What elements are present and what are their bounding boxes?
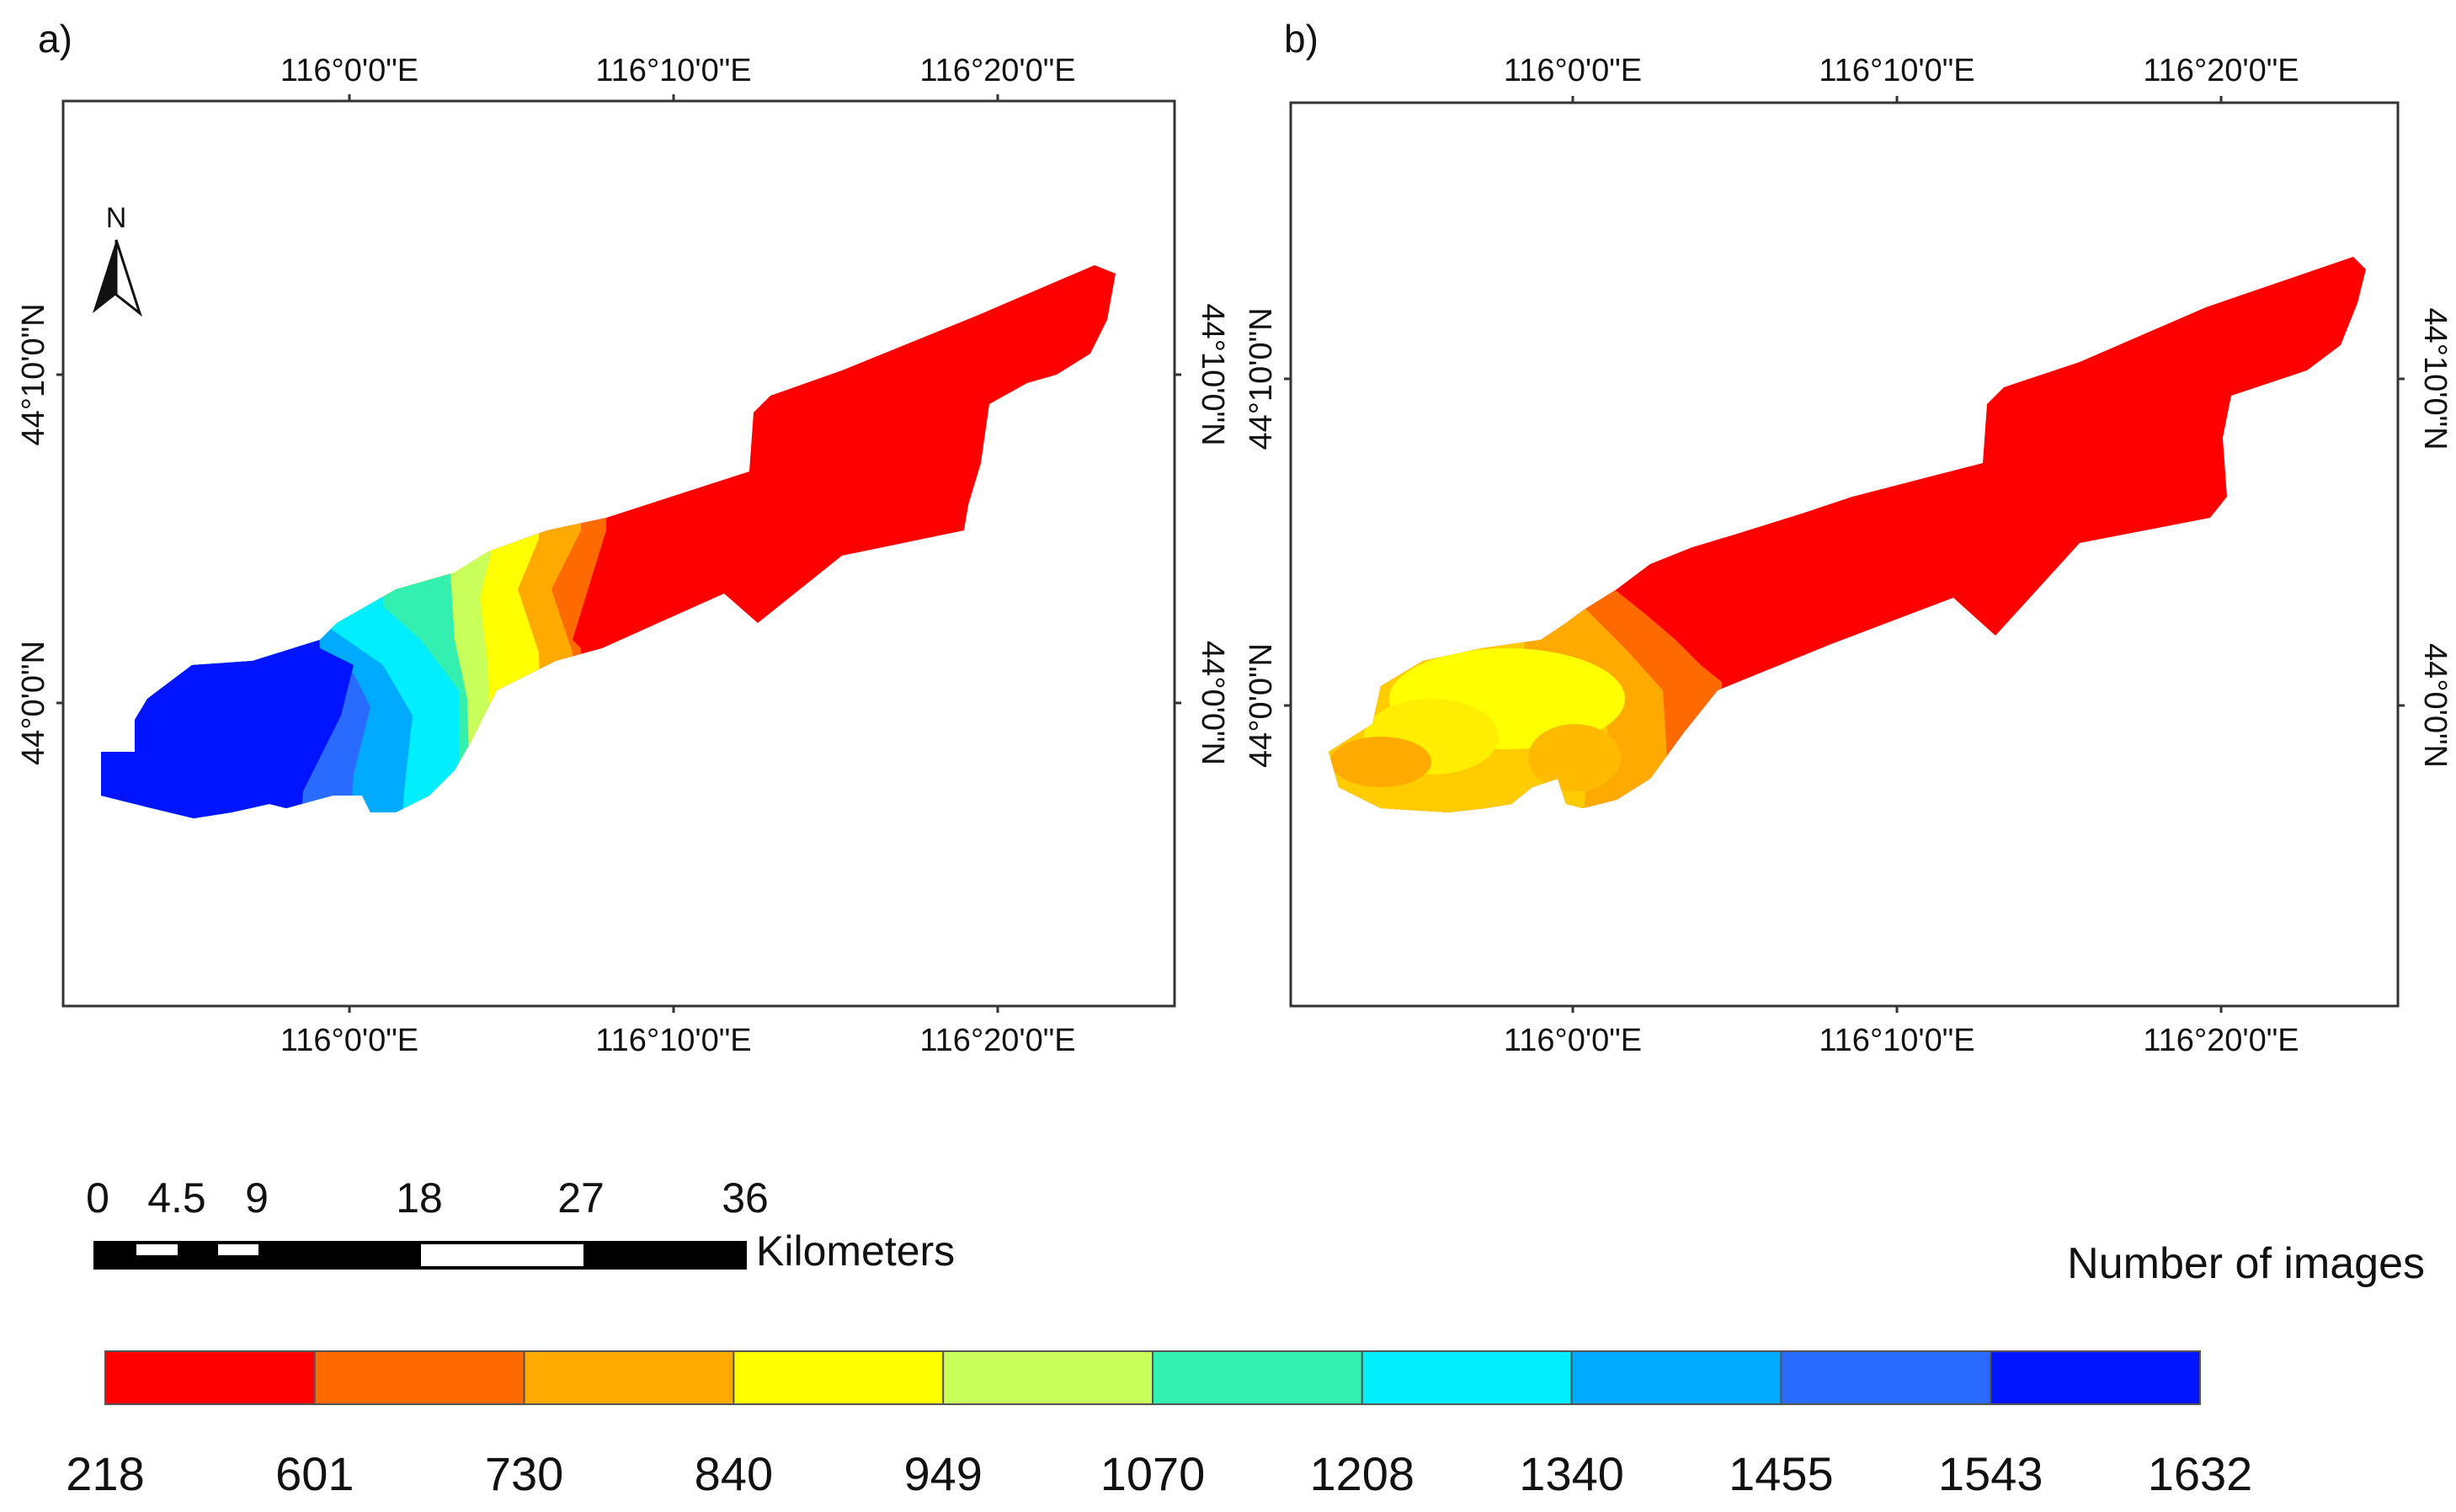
legend-swatch	[733, 1350, 945, 1405]
panel-a-lon-tick-label: 116°20'0"E	[919, 1023, 1075, 1058]
legend-break-label: 1455	[1729, 1447, 1834, 1500]
legend-break-label: 1070	[1100, 1447, 1206, 1500]
panel-b-lon-tick-label: 116°0'0"E	[1504, 53, 1642, 88]
legend-break-label: 730	[485, 1447, 563, 1500]
scale-bar-segment	[95, 1255, 136, 1268]
panel-b-lon-tick-label: 116°10'0"E	[1819, 53, 1974, 88]
legend-break-label: 1632	[2148, 1447, 2253, 1500]
panel-a-lon-tick-label: 116°0'0"E	[280, 1023, 418, 1058]
panel-a-lon-ticks-top: 116°0'0"E 116°10'0"E 116°20'0"E	[280, 53, 1076, 101]
legend-swatch	[1990, 1350, 2201, 1405]
scale-bar-segment	[178, 1243, 218, 1255]
panel-b-band	[1330, 737, 1431, 787]
legend-break-label: 601	[275, 1447, 354, 1500]
legend-break-label: 1208	[1310, 1447, 1415, 1500]
panel-b-lat-ticks-right: 44°10'0"N 44°0'0"N	[2398, 307, 2453, 768]
panel-a-label: a)	[38, 17, 72, 61]
panel-a-lat-tick-label: 44°10'0"N	[1195, 303, 1230, 445]
panel-b-band	[1528, 724, 1621, 791]
scale-bar-segment	[583, 1243, 745, 1268]
scale-bar-tick-label: 4.5	[147, 1174, 206, 1222]
scale-bar-tick-label: 0	[86, 1174, 109, 1222]
scale-bar-segment	[218, 1255, 258, 1268]
legend-swatch	[1780, 1350, 1992, 1405]
legend-swatches	[104, 1350, 2201, 1405]
panel-b-lon-ticks-top: 116°0'0"E 116°10'0"E 116°20'0"E	[1504, 53, 2299, 103]
scale-bar-tick-label: 18	[396, 1174, 443, 1222]
panel-a: a) 116°0'0"E 116°10'0"E 116°20'0"E 116°0…	[16, 17, 1230, 1058]
legend-break-label: 949	[903, 1447, 982, 1500]
panel-b-lat-tick-label: 44°0'0"N	[2417, 643, 2453, 768]
legend-break-label: 1340	[1519, 1447, 1624, 1500]
panel-b-lon-tick-label: 116°0'0"E	[1504, 1023, 1642, 1058]
scale-bar-segment	[178, 1255, 218, 1268]
legend-swatch	[104, 1350, 316, 1405]
legend-title: Number of images	[2067, 1239, 2425, 1288]
legend-swatch	[313, 1350, 525, 1405]
panel-a-lon-ticks-bottom: 116°0'0"E 116°10'0"E 116°20'0"E	[280, 1006, 1076, 1058]
panel-b-lat-tick-label: 44°10'0"N	[2417, 307, 2453, 450]
panel-a-lon-tick-label: 116°10'0"E	[595, 53, 751, 88]
scale-bar-tick-label: 27	[557, 1174, 605, 1222]
legend-swatch	[1570, 1350, 1782, 1405]
scale-bar-segment	[258, 1243, 421, 1268]
panel-b-lat-tick-label: 44°10'0"N	[1244, 307, 1279, 450]
legend-break-label: 1543	[1938, 1447, 2043, 1500]
legend-swatch	[942, 1350, 1153, 1405]
panel-a-lat-ticks-left: 44°10'0"N 44°0'0"N	[16, 303, 63, 765]
scale-bar: 0 4.5 9 18 27 36 Kilometers	[86, 1174, 955, 1275]
panel-a-lon-tick-label: 116°20'0"E	[919, 53, 1075, 88]
legend-swatch	[523, 1350, 735, 1405]
scale-bar-segment	[95, 1243, 136, 1255]
panel-a-lat-ticks-right: 44°10'0"N 44°0'0"N	[1175, 303, 1230, 765]
panel-a-lat-tick-label: 44°0'0"N	[16, 641, 51, 765]
north-arrow-icon	[93, 240, 116, 313]
legend-break-label: 218	[66, 1447, 144, 1500]
scale-bar-segment	[136, 1255, 178, 1268]
panel-b-lon-ticks-bottom: 116°0'0"E 116°10'0"E 116°20'0"E	[1504, 1006, 2299, 1058]
panel-b-lon-tick-label: 116°20'0"E	[2143, 53, 2299, 88]
panel-a-lat-tick-label: 44°0'0"N	[1195, 641, 1230, 765]
legend-swatch	[1152, 1350, 1363, 1405]
panel-b-lat-ticks-left: 44°10'0"N 44°0'0"N	[1244, 307, 1291, 768]
legend: Number of images 218 601 730 840 949 1070 1208…	[66, 1239, 2425, 1500]
panel-b-lon-tick-label: 116°10'0"E	[1819, 1023, 1974, 1058]
panel-a-lat-tick-label: 44°10'0"N	[16, 303, 51, 445]
legend-swatch	[1361, 1350, 1573, 1405]
panel-a-lon-tick-label: 116°0'0"E	[280, 53, 418, 88]
panel-b-lon-tick-label: 116°20'0"E	[2143, 1023, 2299, 1058]
legend-labels: 218 601 730 840 949 1070 1208 1340 1455 1543 1632	[66, 1447, 2252, 1500]
panel-a-lon-tick-label: 116°10'0"E	[595, 1023, 751, 1058]
panel-b: b) 116°0'0"E 116°10'0"E 116°20'0"E 116°0…	[1244, 17, 2453, 1058]
panel-b-lat-tick-label: 44°0'0"N	[1244, 643, 1279, 768]
panel-b-label: b)	[1284, 17, 1319, 61]
north-arrow: N	[93, 202, 142, 317]
scale-bar-tick-label: 36	[722, 1174, 769, 1222]
scale-bar-tick-label: 9	[245, 1174, 269, 1222]
north-arrow-label: N	[106, 202, 127, 234]
scale-bar-unit: Kilometers	[756, 1227, 955, 1275]
legend-break-label: 840	[695, 1447, 773, 1500]
